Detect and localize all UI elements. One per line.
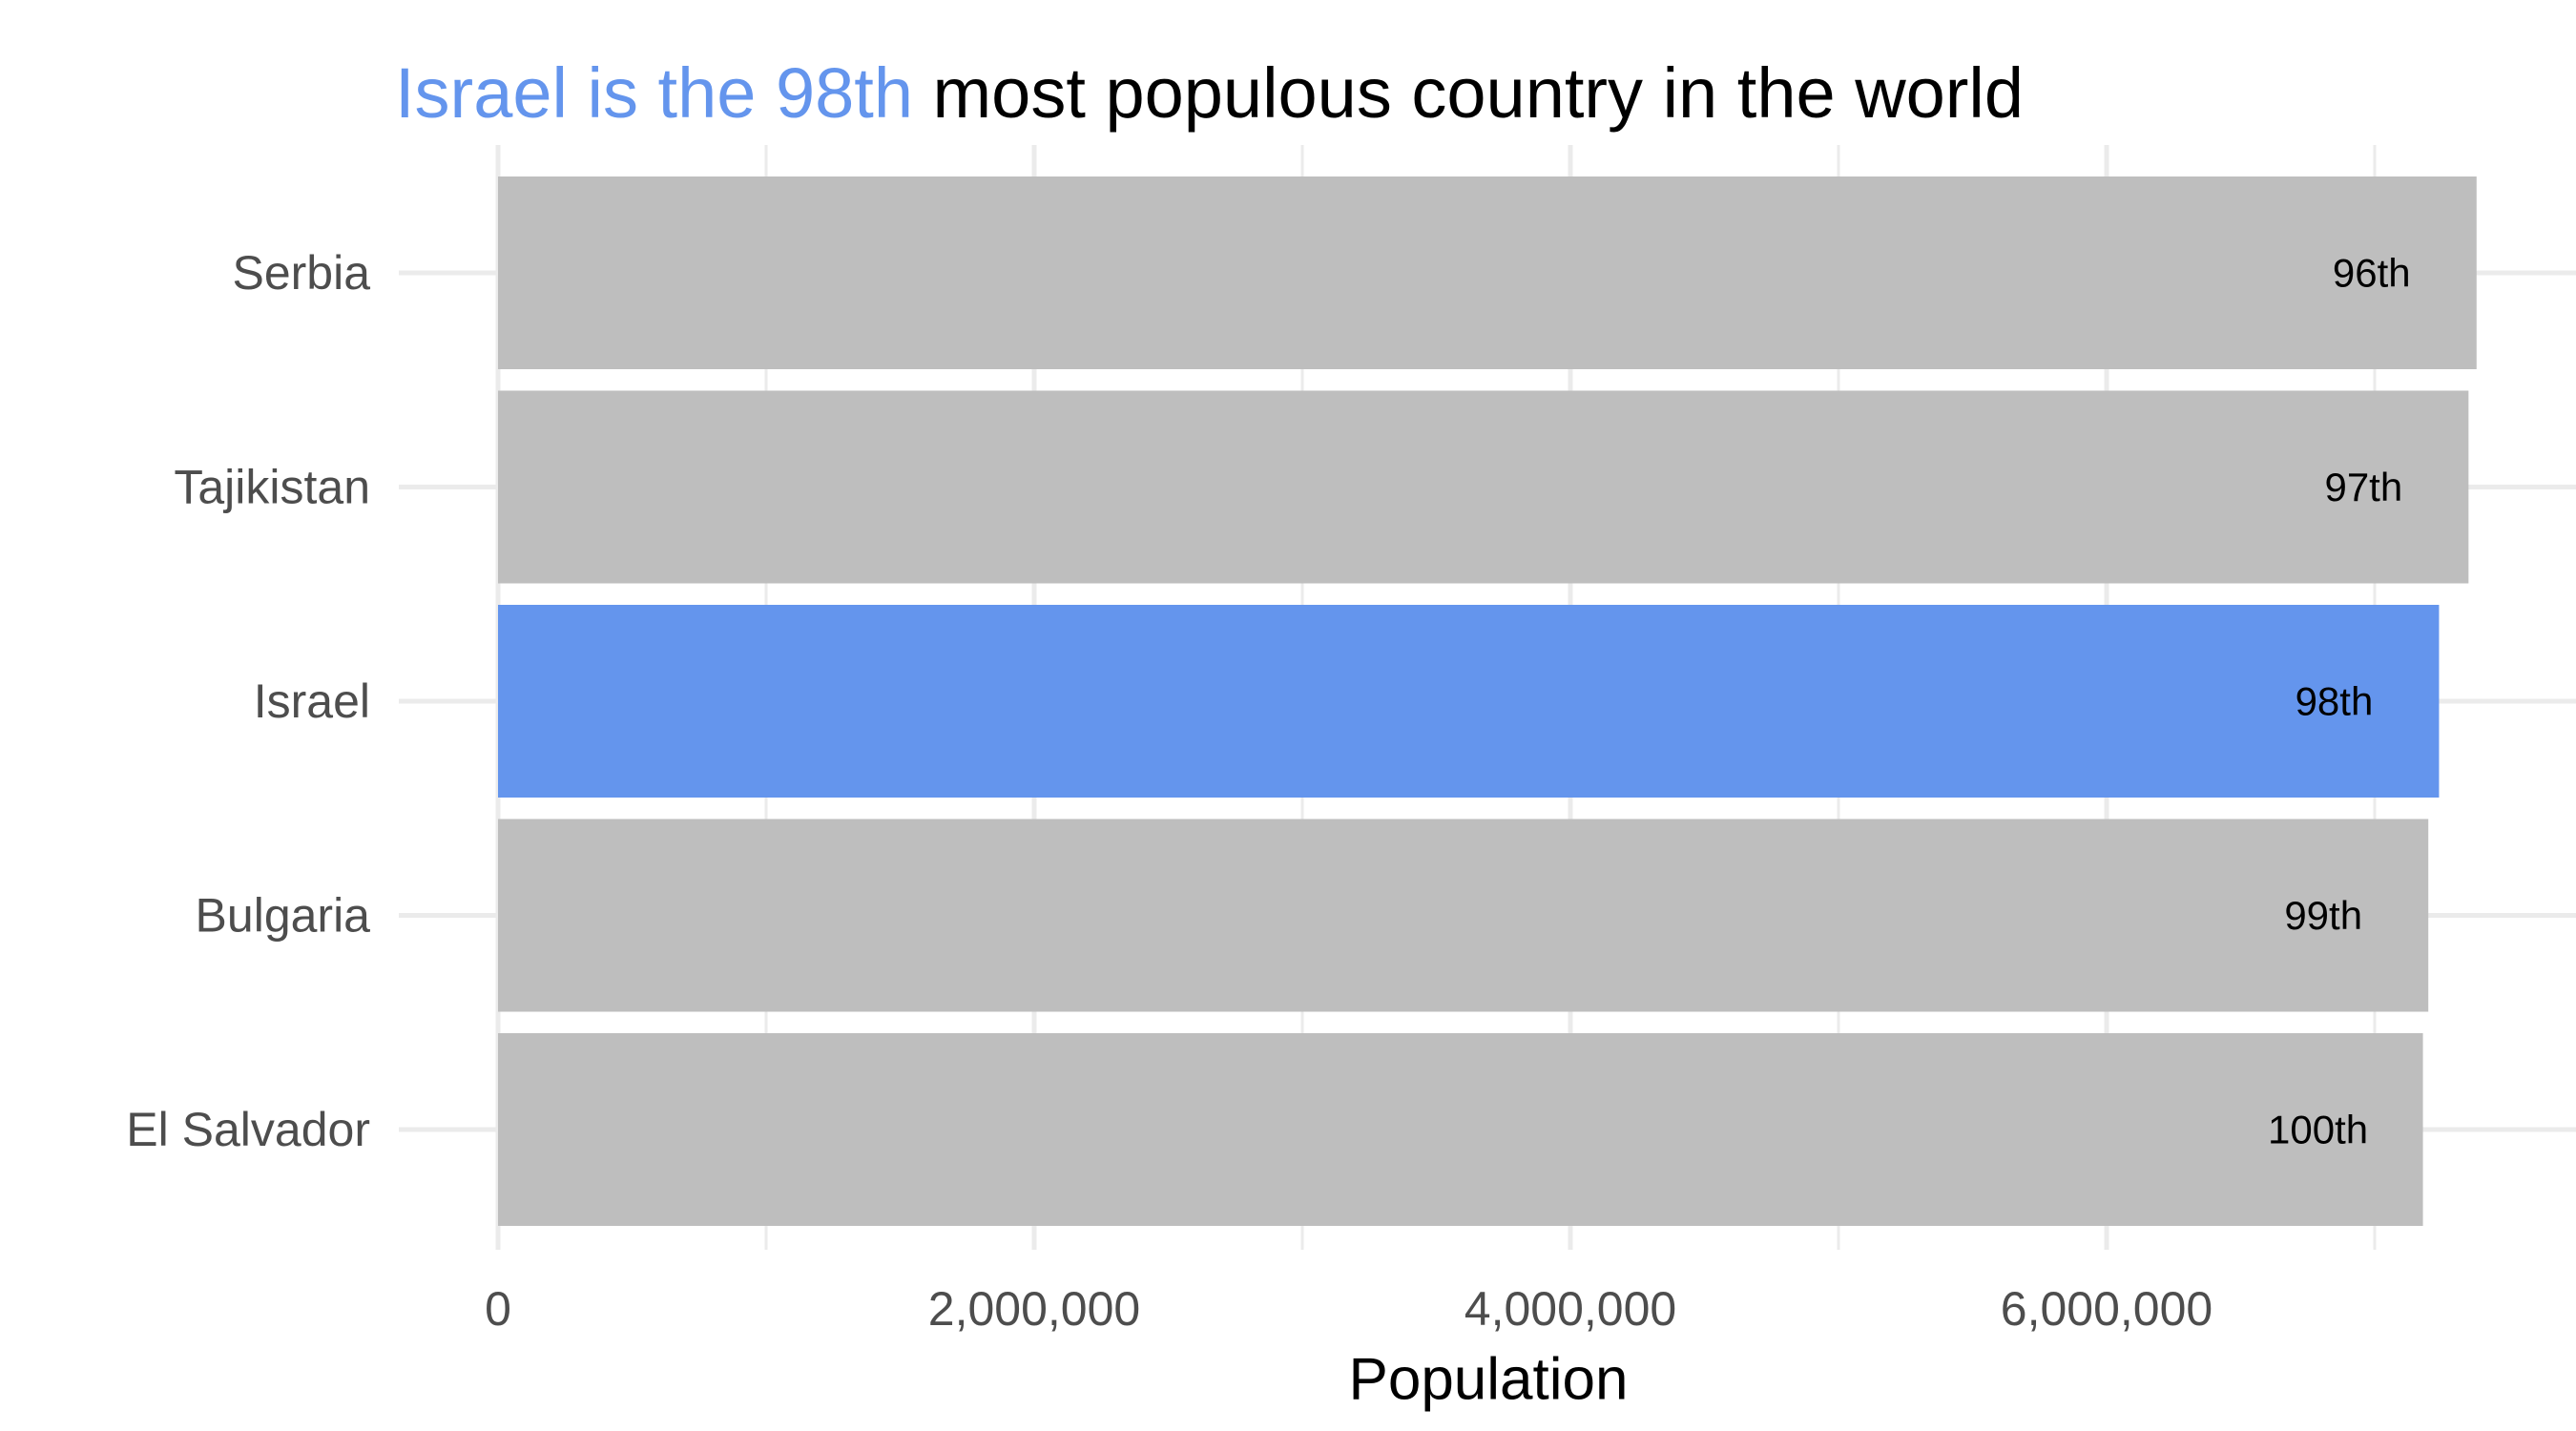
bar-label: 97th [2324,465,2402,509]
y-tick-label: Israel [254,674,370,728]
y-tick-label: Serbia [232,246,370,300]
bar-label: 96th [2333,251,2411,296]
y-tick-label: Tajikistan [174,461,370,514]
x-tick-label: 6,000,000 [2001,1282,2212,1336]
chart-title-highlight: Israel is the 98th [395,53,913,133]
bar-label: 98th [2296,679,2374,724]
y-axis-labels: Serbia Tajikistan Israel Bulgaria El Salvado… [126,246,370,1156]
bar-label: 100th [2268,1108,2368,1152]
bar-israel [498,605,2440,798]
bar-label: 99th [2284,893,2362,938]
x-axis-labels: 0 2,000,000 4,000,000 6,000,000 [485,1282,2212,1336]
x-tick-label: 0 [485,1282,511,1336]
x-tick-label: 4,000,000 [1465,1282,1676,1336]
bar-serbia [498,176,2477,369]
bar-el-salvador [498,1033,2423,1226]
chart-title-rest: most populous country in the world [912,53,2025,133]
chart-title: Israel is the 98th most populous country… [395,52,2024,134]
bars [498,176,2477,1226]
y-tick-label: El Salvador [126,1103,370,1156]
bar-tajikistan [498,390,2469,584]
x-tick-label: 2,000,000 [928,1282,1140,1336]
x-axis-title: Population [1348,1347,1628,1413]
bar-bulgaria [498,819,2429,1012]
y-tick-label: Bulgaria [196,889,371,943]
bar-labels: 96th 97th 98th 99th 100th [2268,251,2411,1152]
